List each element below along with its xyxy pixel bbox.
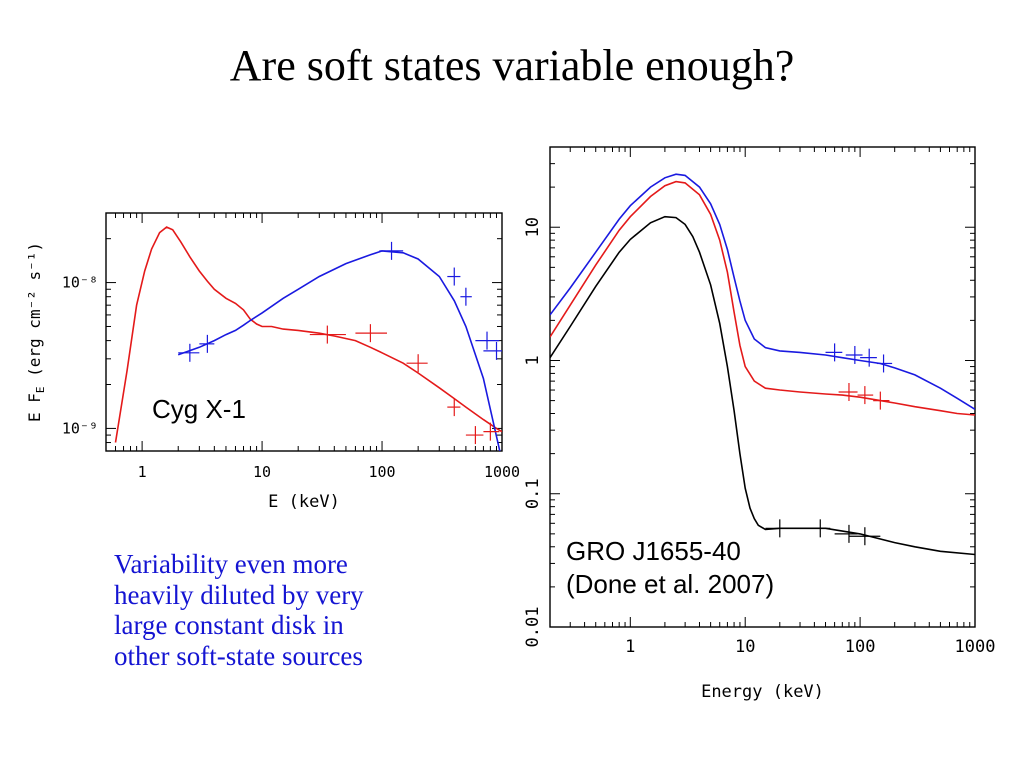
x-tick-label: 1000 — [955, 637, 996, 657]
slide-caption: Variability even more heavily diluted by… — [114, 549, 494, 671]
y-axis-label: E FE (erg cm⁻² s⁻¹) — [25, 242, 47, 422]
chart-1: 1 10 100 1000 10⁻⁹ 10⁻⁸ E (keV) E FE (erg cm⁻² … — [25, 212, 520, 512]
x-tick-label: 1 — [625, 637, 635, 657]
y-tick-label: 0.1 — [523, 478, 543, 509]
caption-line: other soft-state sources — [114, 640, 363, 671]
y-tick-label: 10 — [523, 217, 543, 237]
caption-line: heavily diluted by very — [114, 579, 364, 610]
y-axis-label-unit: (erg cm⁻² s⁻¹) — [25, 242, 44, 387]
caption-line: large constant disk in — [114, 610, 344, 640]
y-tick-label: 0.01 — [523, 607, 543, 648]
series-line — [177, 250, 501, 451]
chart-annotation: Cyg X-1 — [152, 394, 246, 424]
x-tick-label: 100 — [368, 463, 395, 481]
plot-frame — [549, 146, 976, 628]
slide-title: Are soft states variable enough? — [229, 41, 795, 90]
series-line — [114, 226, 502, 443]
x-axis-label: Energy (keV) — [701, 682, 824, 702]
x-tick-label: 1000 — [484, 463, 520, 481]
chart-annotation: GRO J1655-40 — [566, 536, 741, 566]
x-tick-label: 10 — [735, 637, 755, 657]
caption-line: Variability even more — [114, 549, 348, 579]
chart-2: 1 10 100 1000 0.01 0.1 1 10 Energy (keV) GRO J165… — [523, 146, 996, 702]
series-line — [550, 180, 975, 416]
x-axis-label: E (keV) — [268, 492, 340, 512]
y-tick-label: 10⁻⁸ — [62, 274, 98, 292]
y-tick-label: 10⁻⁹ — [62, 419, 98, 437]
y-axis-label-sub: E — [34, 386, 47, 393]
series-line — [550, 215, 975, 556]
x-tick-label: 10 — [253, 463, 271, 481]
plot-frame — [105, 212, 503, 452]
x-tick-label: 1 — [138, 463, 147, 481]
y-tick-label: 1 — [523, 355, 543, 365]
chart-annotation: (Done et al. 2007) — [566, 569, 774, 599]
x-tick-label: 100 — [845, 637, 876, 657]
series-line — [550, 173, 975, 410]
